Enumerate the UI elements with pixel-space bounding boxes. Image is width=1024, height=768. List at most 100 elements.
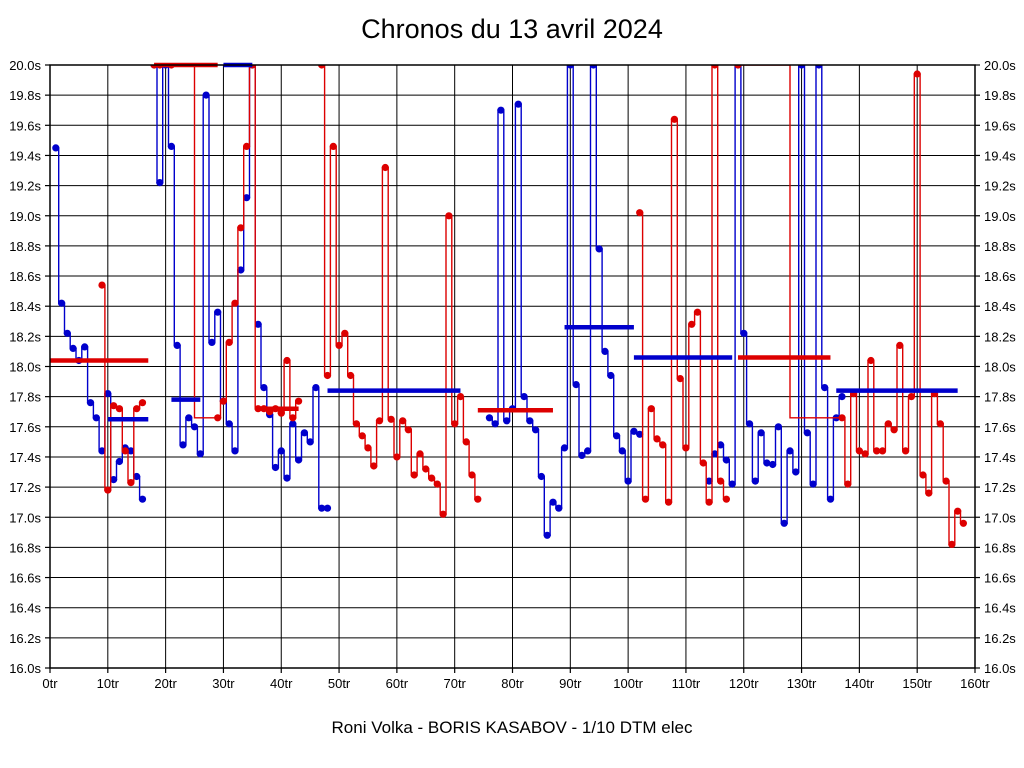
- data-point-marker: [653, 435, 661, 443]
- data-point-marker: [208, 338, 216, 346]
- data-point-marker: [757, 429, 765, 437]
- x-axis-tick-label: 150tr: [902, 676, 932, 691]
- series-line: [709, 65, 842, 524]
- data-point-marker: [335, 341, 343, 349]
- data-point-marker: [890, 426, 898, 434]
- data-point-marker: [786, 447, 794, 455]
- y-axis-tick-label: 17.4s: [9, 450, 41, 465]
- data-point-marker: [323, 371, 332, 380]
- data-point-marker: [104, 486, 112, 494]
- data-point-marker: [902, 447, 910, 455]
- chart-footer-caption: Roni Volka - BORIS KASABOV - 1/10 DTM el…: [331, 718, 693, 737]
- series-red-run-1: [98, 281, 147, 494]
- data-point-marker: [942, 477, 950, 485]
- x-axis-tick-label: 140tr: [845, 676, 875, 691]
- data-point-marker: [514, 100, 522, 108]
- data-point-marker: [381, 163, 389, 172]
- data-point-marker: [433, 480, 441, 488]
- data-point-marker: [133, 405, 141, 413]
- data-point-marker: [58, 299, 66, 307]
- series-line: [55, 147, 143, 500]
- x-axis-tick-label: 160tr: [960, 676, 990, 691]
- data-point-marker: [468, 471, 476, 479]
- y-axis-tick-label: 17.2s: [9, 480, 41, 495]
- y-axis-tick-label-right: 19.2s: [984, 179, 1016, 194]
- data-point-marker: [636, 430, 644, 438]
- data-point-marker: [399, 417, 407, 425]
- data-point-marker: [601, 347, 609, 355]
- data-point-marker: [676, 375, 684, 383]
- data-point-marker: [491, 420, 499, 428]
- axis-layer: [45, 64, 980, 673]
- data-point-marker: [584, 447, 592, 455]
- data-point-marker: [711, 450, 719, 458]
- y-axis-tick-label: 17.0s: [9, 510, 41, 525]
- data-point-marker: [474, 495, 482, 503]
- x-axis-tick-label: 20tr: [154, 676, 177, 691]
- y-axis-tick-label: 18.0s: [9, 360, 41, 375]
- data-point-marker: [462, 438, 470, 446]
- y-axis-tick-label-right: 16.0s: [984, 661, 1016, 676]
- data-point-marker: [682, 444, 690, 452]
- data-point-marker: [451, 420, 459, 428]
- data-point-marker: [803, 429, 811, 437]
- data-point-marker: [341, 329, 349, 337]
- data-point-marker: [133, 472, 141, 481]
- y-axis-tick-label: 16.2s: [9, 631, 41, 646]
- data-point-marker: [711, 65, 719, 69]
- data-point-marker: [312, 384, 320, 392]
- data-point-marker: [196, 450, 204, 458]
- data-point-marker: [948, 540, 956, 549]
- y-axis-tick-label-right: 17.8s: [984, 390, 1016, 405]
- grid-layer: [49, 64, 976, 669]
- data-point-marker: [110, 402, 118, 410]
- data-point-marker: [364, 444, 372, 452]
- data-point-marker: [271, 463, 280, 472]
- data-point-marker: [104, 390, 112, 398]
- data-point-marker: [243, 194, 251, 202]
- y-axis-tick-label-right: 19.6s: [984, 118, 1016, 133]
- y-axis-tick-label-right: 16.6s: [984, 571, 1016, 586]
- x-axis-tick-label: 10tr: [97, 676, 120, 691]
- data-point-marker: [717, 477, 725, 485]
- y-axis-tick-label-right: 18.4s: [984, 299, 1016, 314]
- data-point-marker: [352, 420, 360, 428]
- data-point-marker: [734, 65, 742, 69]
- y-axis-tick-label-right: 20.0s: [984, 58, 1016, 73]
- data-point-marker: [936, 420, 944, 428]
- data-point-marker: [318, 65, 326, 69]
- x-axis-tick-label: 80tr: [501, 676, 524, 691]
- data-point-marker: [630, 427, 638, 435]
- data-point-marker: [370, 462, 378, 470]
- series-line: [639, 65, 727, 503]
- y-axis-tick-label: 19.0s: [9, 209, 41, 224]
- data-point-marker: [665, 498, 673, 506]
- data-point-marker: [578, 451, 586, 459]
- data-point-marker: [497, 106, 505, 114]
- data-point-marker: [763, 459, 771, 467]
- data-point-marker: [774, 423, 783, 431]
- data-point-marker: [306, 438, 314, 446]
- series-line: [154, 65, 328, 509]
- data-point-marker: [115, 405, 123, 413]
- y-axis-tick-label: 16.4s: [9, 601, 41, 616]
- y-axis-tick-label: 19.2s: [9, 179, 41, 194]
- data-point-marker: [705, 498, 713, 506]
- data-point-marker: [98, 447, 106, 455]
- data-point-marker: [670, 115, 679, 123]
- data-point-marker: [243, 142, 251, 150]
- data-point-marker: [907, 393, 916, 401]
- data-point-marker: [884, 420, 892, 428]
- series-red-run-5: [734, 65, 968, 549]
- x-axis-tick-label: 40tr: [270, 676, 293, 691]
- y-axis-tick-label: 18.4s: [9, 299, 41, 314]
- data-point-marker: [745, 420, 754, 428]
- y-axis-tick-label-right: 16.2s: [984, 631, 1016, 646]
- data-point-marker: [838, 414, 846, 422]
- series-line: [321, 65, 478, 515]
- x-axis-tick-label: 120tr: [729, 676, 759, 691]
- data-point-marker: [532, 426, 540, 434]
- y-axis-tick-label: 17.6s: [9, 420, 41, 435]
- data-point-marker: [110, 476, 118, 484]
- data-point-marker: [318, 504, 326, 512]
